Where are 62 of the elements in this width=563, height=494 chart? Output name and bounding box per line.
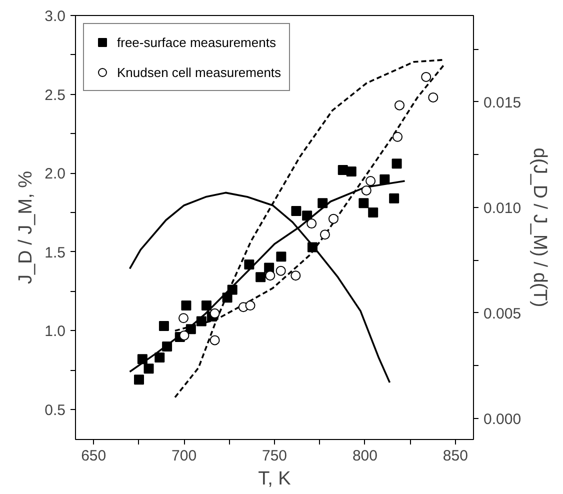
x-tick-label: 750	[262, 448, 288, 464]
y-tick-label: 1.0	[44, 323, 66, 340]
point	[244, 260, 254, 270]
y-tick-label: 2.5	[44, 86, 66, 104]
point	[137, 354, 148, 364]
point	[307, 242, 318, 252]
point	[158, 321, 169, 332]
x-axis-title: T, K	[258, 468, 292, 490]
y-axis-title: J_D / J_M, %	[16, 170, 37, 284]
point	[346, 166, 356, 177]
point	[290, 270, 301, 281]
point	[302, 210, 312, 221]
point	[306, 218, 317, 229]
point	[201, 300, 212, 311]
point	[366, 176, 376, 186]
point	[196, 316, 206, 326]
point	[392, 132, 403, 142]
x-tick-label: 850	[442, 448, 468, 464]
y2-tick-label: 0.000	[484, 410, 522, 428]
point	[320, 230, 330, 240]
point	[178, 313, 189, 324]
point	[428, 92, 438, 102]
legend-label: Knudsen cell measurements	[117, 64, 282, 80]
legend-label: free-surface measurements	[117, 34, 276, 50]
point	[227, 284, 238, 295]
y2-tick-label: 0.005	[484, 305, 522, 322]
point	[389, 193, 400, 204]
x-tick-label: 650	[81, 448, 106, 464]
point	[210, 308, 220, 318]
point	[154, 352, 165, 363]
point	[361, 185, 372, 196]
point	[392, 158, 402, 169]
point	[291, 206, 302, 216]
point	[181, 300, 192, 311]
point	[276, 252, 286, 262]
point	[265, 270, 276, 281]
point	[328, 214, 338, 224]
y-tick-label: 1.5	[44, 244, 66, 262]
point	[380, 174, 390, 184]
x-tick-label: 800	[352, 448, 378, 464]
y-tick-label: 3.0	[44, 8, 66, 25]
point	[179, 330, 190, 340]
point	[358, 198, 369, 208]
y2-tick-label: 0.015	[484, 94, 522, 112]
point	[256, 272, 266, 282]
y2-axis-title: d(J_D / J_M) / d(T)	[529, 148, 550, 308]
point	[144, 364, 154, 374]
point	[276, 266, 286, 276]
point	[186, 324, 196, 334]
point	[421, 72, 432, 82]
point	[318, 198, 328, 208]
point	[210, 335, 220, 346]
point	[134, 374, 144, 385]
point	[368, 208, 378, 218]
point	[162, 342, 172, 352]
point	[394, 100, 405, 110]
y-tick-label: 2.0	[44, 166, 66, 183]
x-tick-label: 700	[172, 448, 197, 464]
point	[245, 300, 256, 311]
point	[264, 262, 274, 273]
y-tick-label: 0.5	[44, 402, 66, 420]
y2-tick-label: 0.010	[484, 200, 522, 217]
